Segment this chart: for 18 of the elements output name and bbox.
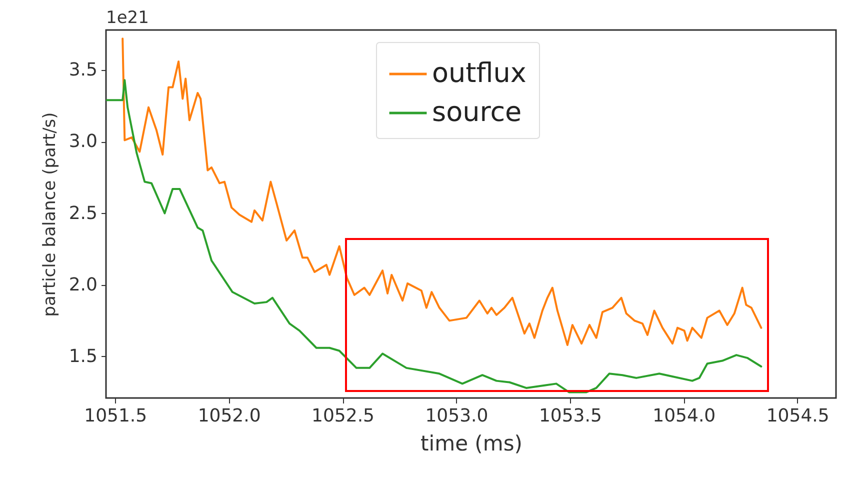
x-tick-label: 1051.5	[84, 406, 148, 426]
x-tick-label: 1052.5	[312, 406, 375, 426]
y-tick-label: 1.5	[68, 346, 98, 367]
x-tick-label: 1054.5	[766, 406, 830, 426]
legend-label: outflux	[432, 58, 526, 89]
legend-label: source	[432, 97, 522, 128]
y-tick-label: 2.5	[68, 202, 98, 224]
x-tick-label: 1054.0	[652, 406, 716, 426]
x-tick-label: 1053.5	[538, 406, 602, 426]
y-tick-label: 3.5	[68, 60, 98, 81]
text: 1e21	[106, 8, 149, 28]
x-tick-label: 1053.0	[425, 406, 488, 426]
y-tick-label: 3.0	[68, 131, 98, 152]
y-axis-title: particle balance (part/s)	[40, 112, 60, 317]
line-series	[122, 38, 762, 346]
x-axis-title: time (ms)	[420, 432, 522, 456]
y-tick-label: 2.0	[68, 274, 98, 296]
x-tick-label: 1052.0	[198, 406, 261, 426]
